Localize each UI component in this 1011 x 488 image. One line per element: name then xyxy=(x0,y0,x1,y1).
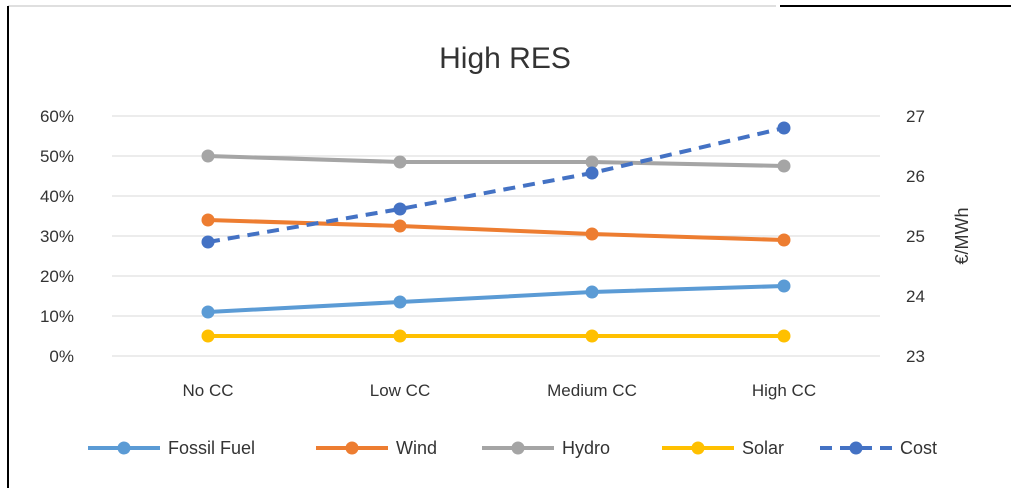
x-axis-tick-label: Medium CC xyxy=(547,381,637,400)
data-point-fossil-fuel xyxy=(393,295,407,309)
left-axis-ticks: 0% 10% 20% 30% 40% 50% 60% xyxy=(40,107,74,366)
legend-item-fossil-fuel: Fossil Fuel xyxy=(88,438,255,458)
data-point-fossil-fuel xyxy=(585,285,599,299)
chart-title: High RES xyxy=(439,42,571,75)
gridlines xyxy=(112,115,880,357)
series-hydro xyxy=(201,149,791,173)
data-point-solar xyxy=(585,329,599,343)
legend-swatch-marker xyxy=(511,441,525,455)
legend-label: Hydro xyxy=(562,438,610,458)
legend-item-solar: Solar xyxy=(662,438,784,458)
left-axis-tick-label: 60% xyxy=(40,107,74,126)
data-point-hydro xyxy=(393,155,407,169)
right-axis-tick-label: 24 xyxy=(906,287,925,306)
data-point-hydro xyxy=(585,155,599,169)
legend-swatch-marker xyxy=(345,441,359,455)
data-point-cost xyxy=(777,121,791,135)
data-point-cost xyxy=(201,235,215,249)
data-point-fossil-fuel xyxy=(777,279,791,293)
data-point-solar xyxy=(393,329,407,343)
series-line-cost xyxy=(207,126,785,244)
x-axis-tick-label: No CC xyxy=(182,381,233,400)
data-point-solar xyxy=(777,329,791,343)
left-axis-tick-label: 30% xyxy=(40,227,74,246)
right-axis-tick-label: 26 xyxy=(906,167,925,186)
left-axis-tick-label: 10% xyxy=(40,307,74,326)
series-line-fossil-fuel xyxy=(206,284,786,314)
series-cost xyxy=(201,121,791,249)
data-point-wind xyxy=(201,213,215,227)
x-axis-ticks: No CC Low CC Medium CC High CC xyxy=(182,381,816,400)
right-axis-tick-label: 27 xyxy=(906,107,925,126)
left-axis-tick-label: 0% xyxy=(49,347,74,366)
data-point-cost xyxy=(393,202,407,216)
legend-item-cost: Cost xyxy=(820,438,937,458)
legend-swatch-marker xyxy=(691,441,705,455)
legend-label: Wind xyxy=(396,438,437,458)
series-fossil-fuel xyxy=(201,279,791,319)
data-point-wind xyxy=(393,219,407,233)
series-line-wind xyxy=(206,218,786,242)
legend-swatch-marker xyxy=(849,441,863,455)
right-axis-label: €/MWh xyxy=(952,207,972,264)
data-point-hydro xyxy=(201,149,215,163)
legend: Fossil Fuel Wind Hydro Solar Cost xyxy=(88,438,937,458)
legend-item-hydro: Hydro xyxy=(482,438,610,458)
legend-swatch-marker xyxy=(117,441,131,455)
series-wind xyxy=(201,213,791,247)
legend-item-wind: Wind xyxy=(316,438,437,458)
data-point-solar xyxy=(201,329,215,343)
right-axis-ticks: 23 24 25 26 27 xyxy=(906,107,925,366)
data-point-cost xyxy=(585,166,599,180)
right-axis-tick-label: 25 xyxy=(906,227,925,246)
left-axis-tick-label: 40% xyxy=(40,187,74,206)
series-line-hydro xyxy=(206,154,786,168)
legend-label: Cost xyxy=(900,438,937,458)
left-axis-tick-label: 50% xyxy=(40,147,74,166)
data-point-fossil-fuel xyxy=(201,305,215,319)
right-axis-tick-label: 23 xyxy=(906,347,925,366)
left-axis-tick-label: 20% xyxy=(40,267,74,286)
series-layer xyxy=(201,121,791,343)
data-point-wind xyxy=(585,227,599,241)
legend-label: Solar xyxy=(742,438,784,458)
data-point-wind xyxy=(777,233,791,247)
data-point-hydro xyxy=(777,159,791,173)
x-axis-tick-label: High CC xyxy=(752,381,816,400)
legend-label: Fossil Fuel xyxy=(168,438,255,458)
series-solar xyxy=(201,329,791,343)
x-axis-tick-label: Low CC xyxy=(370,381,430,400)
